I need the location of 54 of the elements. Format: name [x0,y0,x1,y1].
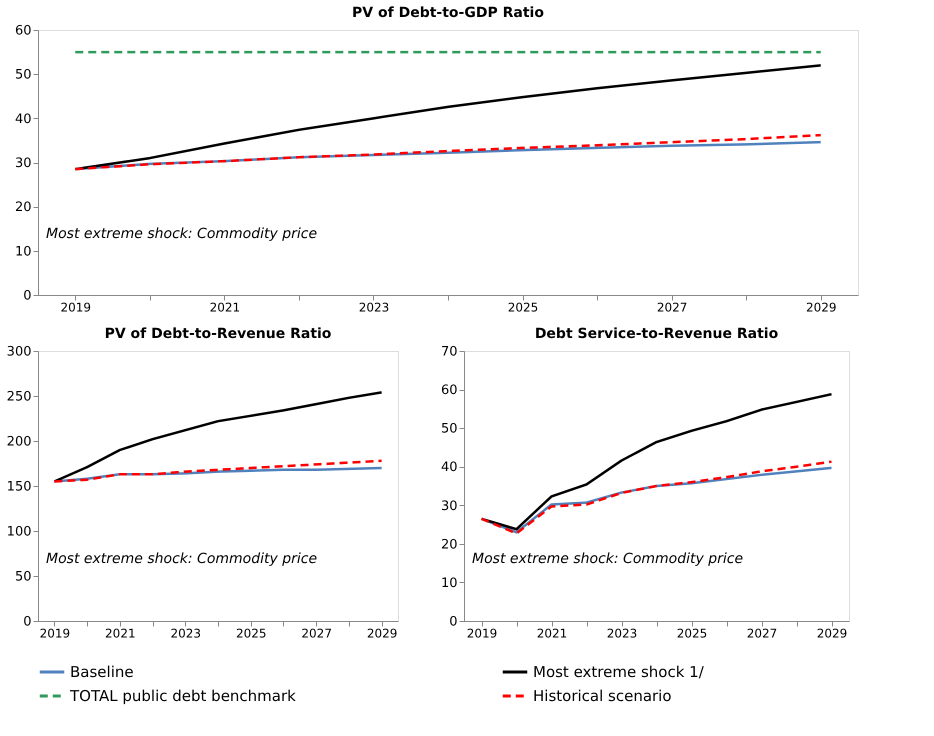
x-tick-label: 2025 [236,626,266,640]
y-tick-label: 30 [440,498,458,514]
legend-label: Most extreme shock 1/ [533,663,705,681]
y-tick-label: 50 [14,570,32,584]
legend-label: TOTAL public debt benchmark [69,687,296,705]
x-tick-label: 2023 [358,300,390,314]
y-tick-label: 0 [23,614,32,630]
y-tick-label: 40 [14,112,32,127]
chart-title: PV of Debt-to-Revenue Ratio [104,326,332,342]
x-tick-label: 2025 [676,626,708,640]
x-tick-label: 2021 [536,626,568,640]
x-tick-label: 2023 [170,626,202,640]
annotation: Most extreme shock: Commodity price [46,226,318,242]
x-tick-label: 2029 [816,626,848,640]
chart-title: Debt Service-to-Revenue Ratio [534,326,779,342]
y-tick-label: 50 [440,422,458,437]
x-tick-label: 2029 [366,626,398,640]
y-tick-label: 200 [6,434,32,450]
y-tick-label: 10 [14,244,32,260]
y-tick-label: 250 [6,390,32,404]
y-tick-label: 0 [23,288,32,304]
x-tick-label: 2019 [40,626,70,640]
annotation: Most extreme shock: Commodity price [46,550,318,567]
x-tick-label: 2019 [60,300,92,314]
x-tick-label: 2023 [606,626,638,640]
line-series [53,391,383,483]
y-tick-label: 0 [449,614,458,630]
legend-label: Historical scenario [533,687,672,705]
x-tick-label: 2027 [656,300,688,314]
x-tick-label: 2021 [210,300,240,314]
y-tick-label: 30 [14,156,32,171]
x-tick-label: 2021 [105,626,136,640]
x-tick-label: 2025 [508,300,538,314]
y-tick-label: 60 [14,24,32,38]
annotation: Most extreme shock: Commodity price [472,550,744,567]
x-tick-label: 2027 [301,626,332,640]
y-tick-label: 40 [440,460,458,476]
x-tick-label: 2029 [806,300,836,314]
y-tick-label: 50 [14,68,32,83]
y-tick-label: 100 [6,524,32,540]
y-tick-label: 20 [440,537,458,552]
y-tick-label: 20 [14,200,32,216]
line-series [74,64,822,170]
y-tick-label: 300 [6,344,32,360]
y-tick-label: 70 [440,344,458,360]
legend-label: Baseline [70,663,134,681]
line-series [74,134,822,170]
x-tick-label: 2019 [466,626,498,640]
y-tick-label: 10 [440,576,458,591]
chart-title: PV of Debt-to-GDP Ratio [352,5,544,21]
y-tick-label: 60 [440,383,458,398]
x-tick-label: 2027 [746,626,778,640]
line-series [53,460,383,483]
y-tick-label: 150 [6,480,32,494]
